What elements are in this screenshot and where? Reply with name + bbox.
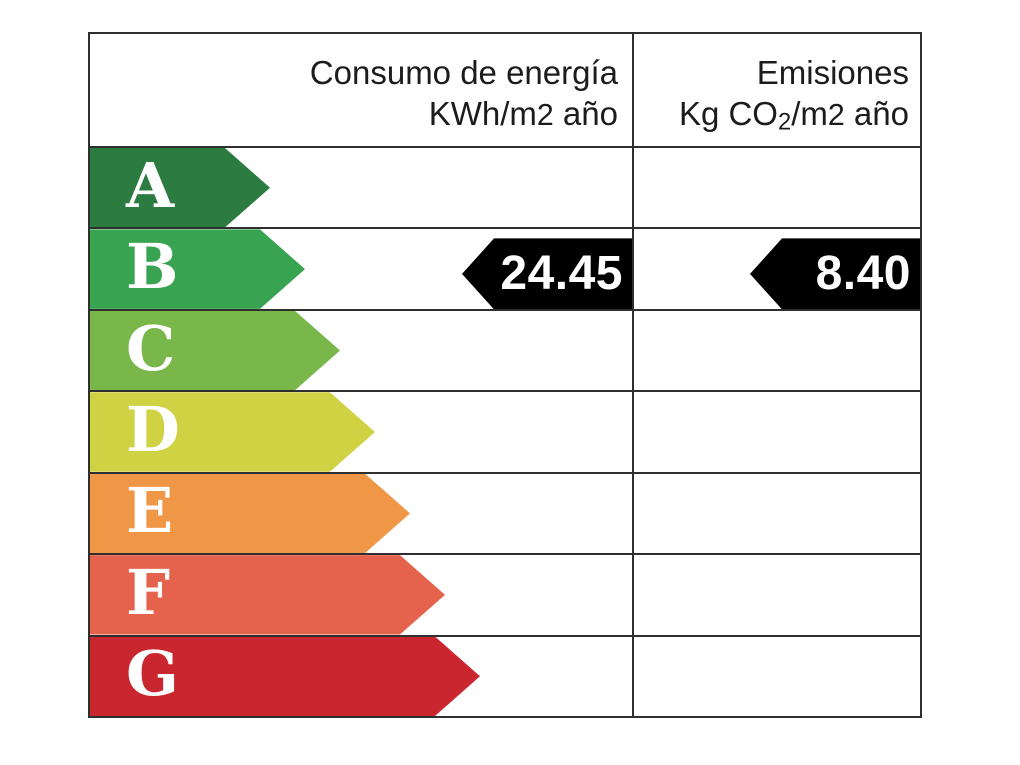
rating-letter-a: A bbox=[126, 148, 175, 222]
emissions-cell-b: 8.40 bbox=[632, 229, 920, 310]
rating-arrow-d: D bbox=[90, 392, 375, 471]
rating-letter-e: E bbox=[126, 474, 174, 548]
header-row: Consumo de energía KWh/m2 año Emisiones … bbox=[90, 34, 920, 146]
rating-row-b: B 24.45 8.40 bbox=[90, 227, 920, 310]
header-emissions-units: Kg CO2/m2 año bbox=[678, 95, 909, 136]
rating-cell-d: D bbox=[90, 392, 632, 471]
rating-arrow-f: F bbox=[90, 555, 445, 634]
emissions-value: 8.40 bbox=[815, 246, 911, 300]
rating-arrow-c: C bbox=[90, 311, 340, 390]
consumption-indicator-arrow: 24.45 bbox=[462, 238, 632, 310]
rating-row-d: D bbox=[90, 390, 920, 472]
emissions-cell-e bbox=[632, 473, 920, 554]
rating-arrow-b: B bbox=[90, 229, 305, 308]
emissions-cell-g bbox=[632, 636, 920, 716]
energy-label-table: Consumo de energía KWh/m2 año Emisiones … bbox=[88, 32, 922, 718]
header-consumption-units: KWh/m2 año bbox=[428, 95, 618, 132]
header-consumption-title: Consumo de energía bbox=[309, 54, 618, 91]
rating-arrow-g: G bbox=[90, 637, 480, 716]
header-emissions-title: Emisiones bbox=[756, 54, 909, 91]
consumption-value: 24.45 bbox=[500, 246, 623, 300]
rating-cell-f: F bbox=[90, 555, 632, 634]
rating-letter-b: B bbox=[126, 230, 179, 304]
rating-letter-g: G bbox=[126, 637, 179, 711]
rating-row-c: C bbox=[90, 308, 920, 391]
rating-letter-f: F bbox=[126, 555, 171, 629]
emissions-cell-d bbox=[632, 392, 920, 472]
rating-cell-c: C bbox=[90, 311, 632, 390]
emissions-cell-f bbox=[632, 555, 920, 635]
rating-row-f: F bbox=[90, 553, 920, 635]
rating-cell-b: B 24.45 bbox=[90, 229, 632, 310]
rating-cell-e: E bbox=[90, 474, 632, 553]
header-consumption: Consumo de energía KWh/m2 año bbox=[90, 34, 632, 146]
rating-row-g: G bbox=[90, 634, 920, 716]
header-emissions: Emisiones Kg CO2/m2 año bbox=[632, 34, 920, 146]
rating-letter-c: C bbox=[126, 311, 176, 385]
emissions-cell-a bbox=[632, 148, 920, 228]
rating-arrow-e: E bbox=[90, 474, 410, 553]
rating-letter-d: D bbox=[126, 392, 180, 466]
rating-row-e: E bbox=[90, 471, 920, 554]
emissions-indicator-arrow: 8.40 bbox=[750, 238, 920, 310]
emissions-cell-c bbox=[632, 310, 920, 391]
rating-cell-a: A bbox=[90, 148, 632, 227]
rating-cell-g: G bbox=[90, 637, 632, 716]
rating-arrow-a: A bbox=[90, 148, 270, 227]
rating-row-a: A bbox=[90, 146, 920, 228]
